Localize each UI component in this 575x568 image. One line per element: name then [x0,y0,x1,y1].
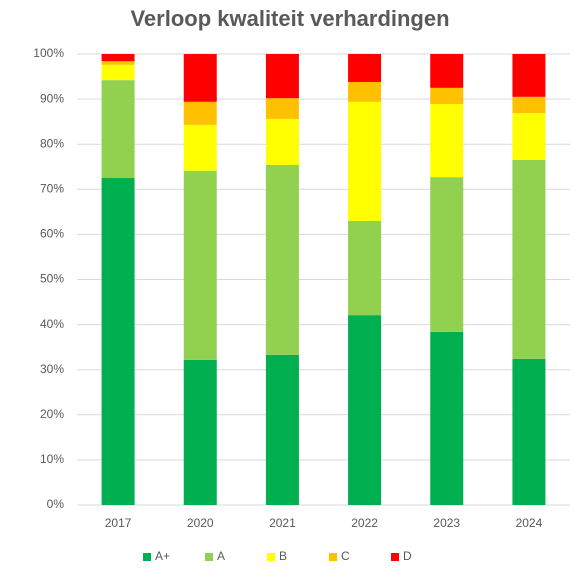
bar-segment [430,87,464,105]
bar-segment [183,54,217,102]
bar-segment [101,64,135,81]
bar-segment [265,164,299,355]
y-tick-label: 40% [40,317,64,331]
bar-segment [183,170,217,360]
y-tick-label: 30% [40,362,64,376]
legend-swatch [267,553,275,561]
x-tick-label: 2024 [516,516,543,530]
bar-segment [101,80,135,179]
bar-segment [348,54,382,82]
x-tick-label: 2020 [187,516,214,530]
bar-segment [512,96,546,114]
y-tick-label: 100% [33,46,64,60]
bar-segment [512,54,546,97]
bar-segment [430,331,464,505]
bar-segment [512,113,546,160]
x-tick-label: 2022 [351,516,378,530]
bar-segment [430,177,464,332]
bar-segment [348,315,382,505]
legend-swatch [391,553,399,561]
legend-swatch [205,553,213,561]
legend-label: B [279,549,287,563]
legend-label: C [341,549,350,563]
x-tick-label: 2017 [105,516,132,530]
x-tick-label: 2021 [269,516,296,530]
y-tick-label: 10% [40,452,64,466]
legend-swatch [143,553,151,561]
bar-segment [101,61,135,65]
x-tick-label: 2023 [433,516,460,530]
y-tick-label: 90% [40,91,64,105]
y-tick-label: 80% [40,136,64,150]
bar-segment [265,98,299,119]
bar-segment [183,101,217,125]
bar-segment [183,124,217,171]
y-tick-label: 20% [40,407,64,421]
bar-segment [265,354,299,505]
bar-segment [512,358,546,505]
chart-title: Verloop kwaliteit verhardingen [130,6,449,31]
legend-label: A [217,549,225,563]
legend-label: D [403,549,412,563]
bar-segment [430,54,464,88]
y-tick-label: 50% [40,272,64,286]
bar-segment [430,104,464,178]
y-tick-label: 60% [40,227,64,241]
bar-segment [101,178,135,505]
bar-segment [265,54,299,99]
y-tick-label: 70% [40,181,64,195]
bar-segment [183,359,217,505]
y-tick-label: 0% [47,497,65,511]
legend-label: A+ [155,549,170,563]
bar-segment [348,101,382,221]
legend-swatch [329,553,337,561]
bar-segment [265,118,299,165]
bar-segment [512,159,546,359]
bar-segment [348,220,382,316]
bar-segment [348,81,382,102]
bar-segment [101,54,135,62]
